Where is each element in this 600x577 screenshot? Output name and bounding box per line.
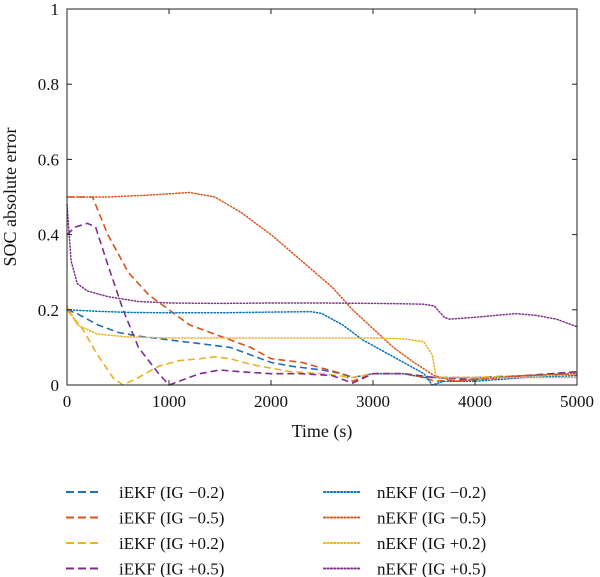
- x-tick-label: 5000: [560, 392, 594, 411]
- x-tick-label: 1000: [152, 392, 186, 411]
- y-axis-label: SOC absolute error: [0, 128, 20, 267]
- legend-label: nEKF (IG −0.2): [377, 483, 486, 502]
- series-line-6: [66, 191, 578, 382]
- y-tick-label: 0.2: [38, 301, 59, 320]
- x-tick-label: 2000: [254, 392, 288, 411]
- x-tick-label: 4000: [458, 392, 492, 411]
- x-tick-label: 0: [63, 392, 72, 411]
- y-tick-label: 0.8: [38, 75, 59, 94]
- series-line-2: [67, 196, 578, 383]
- y-tick-label: 1: [51, 0, 60, 19]
- series-line-4: [66, 222, 578, 386]
- legend-label: iEKF (IG −0.2): [119, 483, 224, 502]
- series-line-8: [66, 203, 578, 328]
- legend-label: nEKF (IG +0.5): [377, 560, 486, 577]
- series-line-5: [66, 309, 578, 386]
- legend-label: nEKF (IG +0.2): [377, 534, 486, 553]
- plot-frame: [66, 8, 578, 386]
- legend: iEKF (IG −0.2) iEKF (IG −0.5) iEKF (IG +0.…: [66, 483, 486, 577]
- legend-label: iEKF (IG +0.5): [119, 560, 224, 577]
- y-tick-label: 0.6: [38, 150, 59, 169]
- x-tick-label: 3000: [356, 392, 390, 411]
- series-lines: [66, 191, 578, 386]
- legend-label: iEKF (IG +0.2): [119, 534, 224, 553]
- y-tick-label: 0: [51, 376, 60, 395]
- legend-label: nEKF (IG −0.5): [377, 509, 486, 528]
- axis-ticks: 0 1000 2000 3000 4000 5000 0 0.2 0.4 0.6 0.8 1: [38, 0, 594, 411]
- y-tick-label: 0.4: [38, 226, 60, 245]
- series-line-7: [66, 305, 578, 379]
- x-axis-label: Time (s): [292, 421, 353, 442]
- series-line-3: [66, 309, 578, 386]
- legend-label: iEKF (IG −0.5): [119, 509, 224, 528]
